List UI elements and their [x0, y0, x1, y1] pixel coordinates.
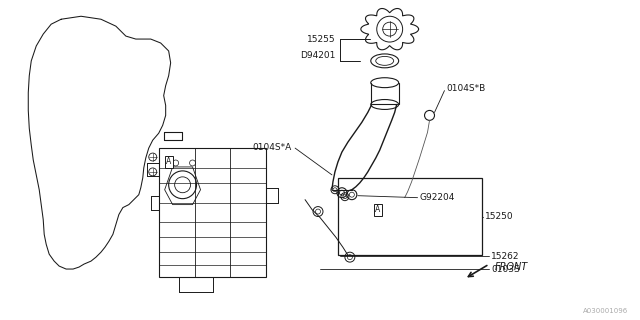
Text: A: A [166, 157, 172, 166]
Text: D94201: D94201 [301, 52, 336, 60]
Bar [159, 148, 266, 277]
Text: 15255: 15255 [307, 35, 336, 44]
Text: G92204: G92204 [420, 193, 455, 202]
Text: A030001096: A030001096 [584, 308, 628, 314]
Text: 15250: 15250 [485, 212, 514, 221]
Text: 0103S: 0103S [492, 265, 520, 274]
Text: 0104S*A: 0104S*A [253, 143, 292, 152]
Bar [338, 178, 483, 255]
Text: A: A [375, 205, 380, 214]
Text: 15262: 15262 [492, 252, 520, 261]
Text: 0104S*B: 0104S*B [447, 84, 486, 93]
Text: FRONT: FRONT [494, 262, 527, 272]
